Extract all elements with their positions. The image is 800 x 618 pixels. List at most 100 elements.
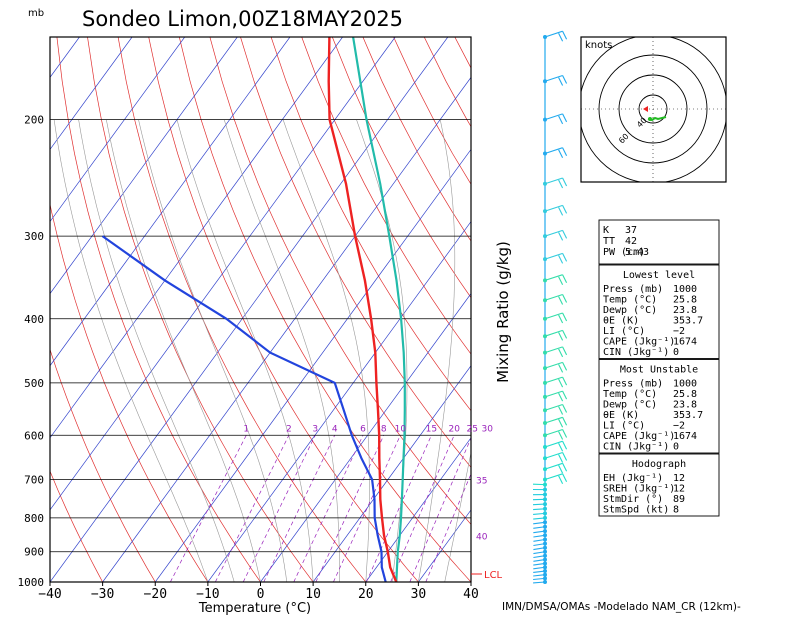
x-axis-label: Temperature (°C) (198, 601, 311, 616)
lowest-level-box (598, 264, 720, 359)
row-value: 89 (673, 494, 685, 505)
index-value: 5.43 (625, 247, 649, 258)
mixing-ratio-label: 2 (286, 424, 292, 434)
footer-credit: IMN/DMSA/OMAs -Modelado NAM_CR (12km)- (502, 601, 741, 613)
pressure-axis: 200 300 400 500 600 700 800 900 1000 (18, 114, 45, 589)
row-value: 353.7 (673, 316, 703, 327)
row-value: 0 (673, 347, 679, 358)
wind-barb (543, 416, 568, 428)
row-label: Press (mb) (603, 284, 663, 295)
row-value: 8 (673, 505, 679, 516)
temperature-tick-label: −20 (144, 587, 167, 602)
skewt-grid (50, 37, 471, 582)
row-value: 1000 (673, 284, 697, 295)
wind-barb (533, 576, 547, 581)
wind-barb (543, 462, 568, 474)
moist-adiabat-line (418, 119, 456, 582)
row-value: 12 (673, 473, 685, 484)
isotherm-line (50, 37, 238, 295)
chart-title: Sondeo Limon,00Z18MAY2025 (82, 7, 403, 31)
temperature-axis: −40 −30 −20 −10 0 10 20 30 40 (38, 582, 479, 602)
wind-barb (543, 346, 568, 358)
row-value: 0 (673, 442, 679, 453)
dry-adiabat-line (50, 202, 209, 582)
mixing-ratio-line (263, 435, 335, 582)
row-label: CAPE (Jkg⁻¹) (603, 431, 675, 442)
row-label: StmSpd (kt) (603, 505, 669, 516)
wind-barb (543, 440, 568, 452)
pressure-tick-label: 300 (24, 230, 44, 243)
index-value: 37 (625, 225, 637, 236)
wind-barb (533, 561, 547, 566)
wind-barb (543, 473, 568, 485)
plot-frame (49, 36, 472, 583)
wind-barbs-column (532, 30, 568, 584)
table-title: Most Unstable (620, 365, 698, 376)
wind-barb (543, 274, 568, 285)
moist-adiabat-line (106, 119, 261, 582)
moist-adiabat-line (176, 119, 314, 582)
wind-barb (533, 569, 547, 573)
dewpoint-trace (101, 235, 387, 582)
mixing-ratio-label: 10 (395, 424, 407, 434)
temperature-tick-label: −40 (38, 587, 61, 602)
pressure-tick-label: 400 (24, 313, 44, 326)
pressure-tick-label: 500 (24, 377, 44, 390)
row-label: Temp (°C) (603, 389, 657, 400)
mixing-ratio-line (366, 435, 432, 582)
wind-barb (533, 537, 547, 542)
isotherm-line (50, 37, 396, 511)
wind-barb (533, 533, 547, 538)
row-value: 12 (673, 484, 685, 495)
mixing-ratio-line (409, 437, 471, 582)
mixing-ratio-label: 6 (360, 424, 366, 434)
wind-barb (543, 312, 568, 324)
mixing-ratio-line (242, 435, 316, 582)
mixing-ratio-line (293, 435, 364, 582)
mixing-ratio-axis-label: Mixing Ratio (g/kg) (494, 241, 512, 383)
row-label: StmDir (°) (603, 494, 663, 505)
pressure-tick-label: 700 (24, 474, 44, 487)
isotherm-line (50, 37, 291, 367)
lcl-marker: LCL (471, 570, 503, 581)
row-value: 1000 (673, 379, 697, 390)
table-title: Lowest level (623, 270, 695, 281)
mixing-ratio-labels: 1 2 3 4 6 8 10 15 20 25 30 (243, 424, 493, 434)
isotherm-line (50, 37, 133, 151)
wind-barb (533, 549, 547, 555)
row-value: −2 (673, 421, 685, 432)
row-label: θE (K) (603, 316, 639, 327)
index-label: TT (603, 236, 615, 247)
mixing-ratio-line (215, 435, 290, 582)
pressure-tick-label: 1000 (18, 576, 45, 589)
dry-adiabat-line (362, 37, 471, 242)
wind-barb (533, 553, 547, 559)
pressure-tick-label: 900 (24, 546, 44, 559)
temperature-tick-label: 0 (257, 587, 265, 602)
theta-e-label: 40 (476, 532, 488, 542)
isotherm-line (260, 293, 471, 582)
isotherm-line (50, 37, 449, 582)
row-label: Dewp (°C) (603, 400, 657, 411)
row-label: Temp (°C) (603, 295, 657, 306)
row-label: CIN (Jkg⁻¹) (603, 347, 669, 358)
row-label: LI (°C) (603, 421, 645, 432)
row-value: −2 (673, 326, 685, 337)
mixing-ratio-label: 25 (466, 424, 477, 434)
row-value: 23.8 (673, 400, 697, 411)
temperature-tick-label: 40 (463, 587, 479, 602)
mixing-ratio-label: 8 (381, 424, 387, 434)
temperature-tick-label: −30 (91, 587, 114, 602)
wind-barb (532, 492, 547, 497)
mixing-ratio-line (170, 435, 247, 582)
wind-barb (543, 428, 568, 440)
wind-barb (532, 487, 547, 492)
mixing-ratio-line (390, 435, 455, 582)
wind-barb (543, 229, 568, 241)
mixing-ratio-line (425, 473, 471, 582)
temperature-tick-label: 30 (411, 587, 427, 602)
wind-barb (533, 511, 547, 516)
wind-barb (543, 293, 568, 305)
